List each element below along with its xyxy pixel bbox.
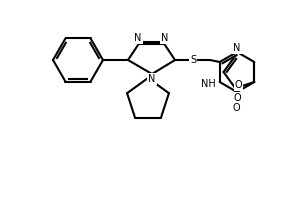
Text: S: S xyxy=(190,55,196,65)
Text: N: N xyxy=(148,74,156,84)
Text: N: N xyxy=(134,33,142,43)
Text: N: N xyxy=(233,43,241,53)
Text: O: O xyxy=(232,103,240,113)
Text: O: O xyxy=(235,80,242,90)
Text: NH: NH xyxy=(201,79,216,89)
Text: N: N xyxy=(161,33,169,43)
Text: O: O xyxy=(233,93,241,103)
